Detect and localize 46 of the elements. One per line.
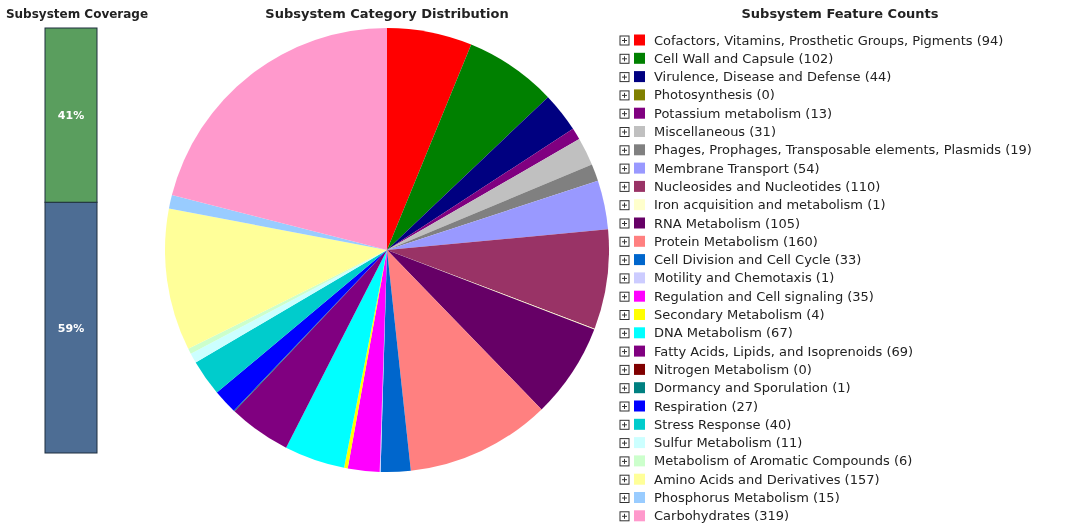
pie-slice bbox=[387, 44, 548, 250]
pie-slice bbox=[387, 250, 595, 410]
legend-label: RNA Metabolism (105) bbox=[654, 215, 801, 231]
legend-label: Stress Response (40) bbox=[654, 416, 792, 432]
pie-slice bbox=[387, 250, 542, 471]
legend-label: Membrane Transport (54) bbox=[654, 160, 820, 176]
legend-label: Miscellaneous (31) bbox=[654, 124, 776, 139]
chart-title: Subsystem Category Distribution bbox=[265, 6, 509, 21]
legend-label: Metabolism of Aromatic Compounds (6) bbox=[654, 453, 913, 469]
pie-slice bbox=[195, 250, 387, 393]
legend-title: Subsystem Feature Counts bbox=[741, 6, 939, 21]
pie-slice bbox=[286, 250, 387, 468]
legend-label: Sulfur Metabolism (11) bbox=[654, 435, 803, 451]
legend-label: Photosynthesis (0) bbox=[654, 87, 775, 103]
legend-label: Cofactors, Vitamins, Prosthetic Groups, Pigments (94) bbox=[654, 32, 1004, 48]
pie-slice bbox=[165, 208, 387, 349]
pie-slice bbox=[387, 180, 609, 250]
legend-label: DNA Metabolism (67) bbox=[654, 325, 793, 341]
legend-label: Carbohydrates (319) bbox=[654, 508, 790, 524]
legend-label: Cell Division and Cell Cycle (33) bbox=[654, 252, 862, 268]
legend-label: Nitrogen Metabolism (0) bbox=[654, 361, 812, 377]
legend-label: Cell Wall and Capsule (102) bbox=[654, 50, 834, 66]
legend-label: Fatty Acids, Lipids, and Isoprenoids (69) bbox=[654, 343, 914, 359]
pie-slice bbox=[387, 28, 472, 250]
data-label: 41% bbox=[57, 109, 85, 123]
pie-slice bbox=[387, 229, 609, 329]
pie-slice bbox=[171, 28, 387, 250]
legend-label: Dormancy and Sporulation (1) bbox=[654, 380, 851, 396]
legend-label: Virulence, Disease and Defense (44) bbox=[654, 69, 892, 85]
legend-label: Respiration (27) bbox=[654, 398, 759, 414]
legend-label: Iron acquisition and metabolism (1) bbox=[654, 197, 886, 213]
legend-label: Regulation and Cell signaling (35) bbox=[654, 288, 874, 304]
pie-slice bbox=[168, 194, 387, 250]
legend-label: Motility and Chemotaxis (1) bbox=[654, 270, 835, 286]
pie-slice bbox=[234, 250, 387, 448]
legend-label: Phages, Prophages, Transposable elements, Plasmids (19) bbox=[654, 142, 1032, 158]
legend-label: Amino Acids and Derivatives (157) bbox=[654, 471, 880, 487]
legend-label: Secondary Metabolism (4) bbox=[654, 307, 825, 322]
chart-title: Subsystem Coverage bbox=[5, 7, 149, 21]
data-label: 59% bbox=[57, 321, 85, 335]
legend-label: Nucleosides and Nucleotides (110) bbox=[654, 178, 881, 194]
legend-label: Potassium metabolism (13) bbox=[654, 105, 832, 121]
pie-slice bbox=[387, 97, 574, 250]
pie-slice bbox=[387, 164, 598, 250]
legend-label: Phosphorus Metabolism (15) bbox=[654, 490, 840, 505]
legend-label: Protein Metabolism (160) bbox=[654, 233, 818, 249]
